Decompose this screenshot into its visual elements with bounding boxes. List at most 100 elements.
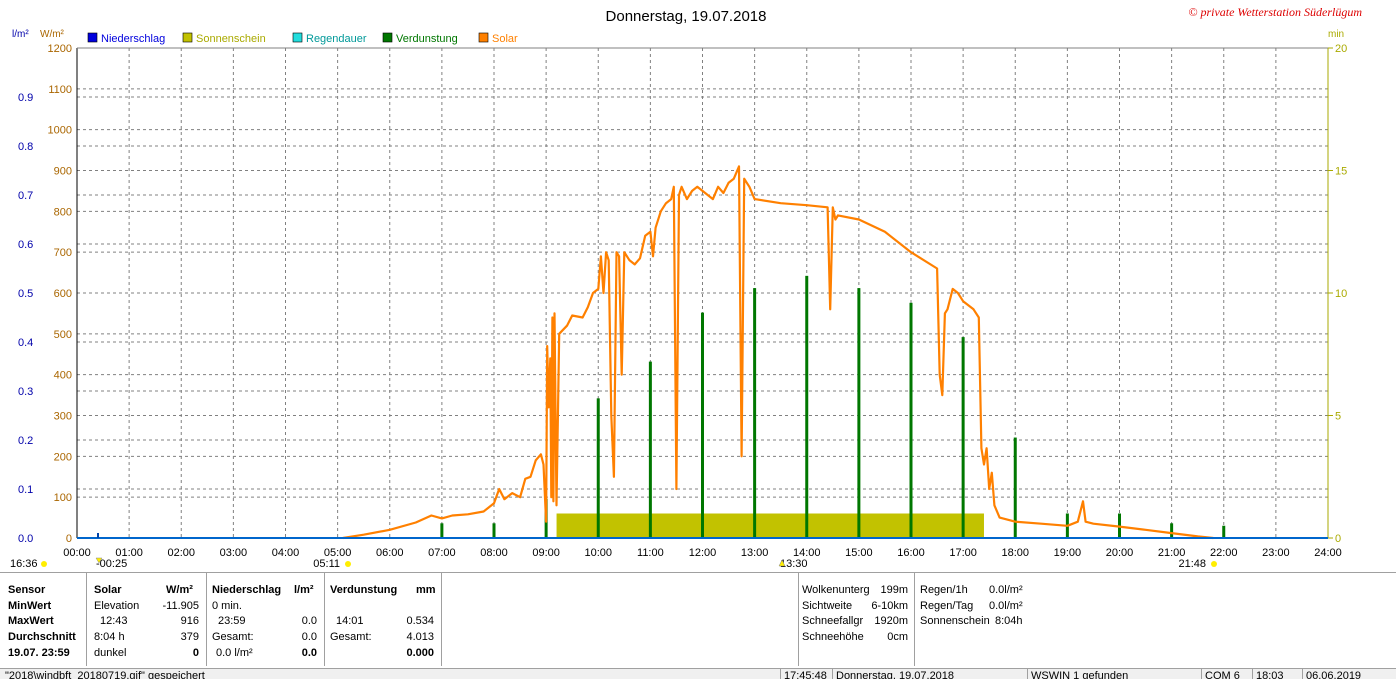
y-right-tick-label: 5 xyxy=(1335,411,1341,423)
y-outer-tick-label: 0.7 xyxy=(18,190,33,202)
verdunstung-bar xyxy=(1170,523,1174,538)
y-inner-tick-label: 1000 xyxy=(48,125,72,137)
rain-value: 8:04h xyxy=(995,615,1023,627)
separator xyxy=(798,572,799,666)
niederschlag-value: 0.0 xyxy=(301,615,317,627)
y-right-tick-label: 0 xyxy=(1335,533,1341,545)
y-inner-tick-label: 100 xyxy=(54,492,72,504)
chart: 00:00 01:00 02:00 03:00 04:00 05:00 06:00 07:00… xyxy=(10,5,1362,570)
solar-cell: 12:43 xyxy=(100,615,128,627)
verdunstung-unit: mm xyxy=(416,584,436,596)
y-outer-tick-label: 0.9 xyxy=(18,92,33,104)
niederschlag-unit: l/m² xyxy=(294,584,314,596)
marker-min-arrow xyxy=(95,557,103,564)
marker-noon: 13:30 xyxy=(780,558,808,570)
sonnenschein-bar xyxy=(556,513,984,538)
verdunstung-bar xyxy=(1013,437,1017,538)
y-right-tick-label: 20 xyxy=(1335,43,1347,55)
marker-left: 16:36 xyxy=(10,558,38,570)
y-inner-tick-label: 500 xyxy=(54,329,72,341)
stats-panel xyxy=(0,572,1396,669)
copyright-text: © private Wetterstation Süderlügum xyxy=(1188,5,1362,19)
niederschlag-header: Niederschlag xyxy=(212,584,282,596)
row-label: MaxWert xyxy=(8,615,54,627)
legend-label: Solar xyxy=(492,33,518,45)
y-inner-tick-label: 1200 xyxy=(48,43,72,55)
y-inner-tick-label: 600 xyxy=(54,288,72,300)
solar-value: -11.905 xyxy=(162,600,200,612)
sensor-header: Sensor xyxy=(8,584,46,596)
x-tick-label: 20:00 xyxy=(1106,547,1134,559)
y-inner-tick-label: 1100 xyxy=(48,84,72,96)
y-inner-tick-label: 900 xyxy=(54,166,72,178)
legend-label: Niederschlag xyxy=(101,33,165,45)
weather-value: 1920m xyxy=(874,615,908,627)
x-tick-label: 21:00 xyxy=(1158,547,1186,559)
legend-swatch xyxy=(182,32,193,43)
solar-value: 916 xyxy=(180,615,199,627)
y-outer-tick-label: 0.5 xyxy=(18,288,33,300)
sonnenschein-series xyxy=(556,513,984,538)
marker-left-dot xyxy=(41,561,47,567)
rain-label: Regen/1h xyxy=(920,584,968,596)
legend-swatch xyxy=(87,32,98,43)
x-tick-label: 06:00 xyxy=(376,547,404,559)
y-right-tick-label: 10 xyxy=(1335,288,1347,300)
y-inner-tick-label: 0 xyxy=(66,533,72,545)
solar-cell: dunkel xyxy=(94,647,127,659)
rain-value: 0.0l/m² xyxy=(989,584,1023,596)
y-outer-tick-label: 0.1 xyxy=(18,484,33,496)
status-time: 17:45:48 xyxy=(780,669,832,679)
weather-label: Schneefallgr xyxy=(802,615,864,627)
status-bar: "2018\windbft_20180719.gif" gespeichert … xyxy=(0,668,1396,679)
x-tick-label: 16:00 xyxy=(897,547,925,559)
verdunstung-bar xyxy=(805,275,809,538)
x-tick-label: 13:00 xyxy=(741,547,769,559)
time-markers: 16:36 05:11 21:48 -00:25 13:30 xyxy=(10,533,1217,570)
legend-swatch xyxy=(478,32,489,43)
weather-value: 6-10km xyxy=(871,600,908,612)
status-com: COM 6 xyxy=(1201,669,1245,679)
verdunstung-bar xyxy=(1222,525,1226,538)
x-tick-label: 05:00 xyxy=(324,547,352,559)
separator xyxy=(86,572,87,666)
marker-min: -00:25 xyxy=(96,558,127,570)
niederschlag-cell: 23:59 xyxy=(218,615,246,627)
verdunstung-bar xyxy=(492,523,496,538)
x-tick-label: 18:00 xyxy=(1001,547,1029,559)
marker-sunset: 21:48 xyxy=(1178,558,1206,570)
separator xyxy=(324,572,325,666)
verdunstung-bar xyxy=(961,337,965,538)
legend-swatch xyxy=(292,32,303,43)
x-tick-label: 17:00 xyxy=(949,547,977,559)
y-outer-tick-label: 0.3 xyxy=(18,386,33,398)
row-label: Durchschnitt xyxy=(8,631,76,643)
chart-title: Donnerstag, 19.07.2018 xyxy=(606,8,767,25)
x-tick-label: 11:00 xyxy=(637,547,664,559)
solar-value: 379 xyxy=(180,631,199,643)
verdunstung-bar xyxy=(440,523,444,538)
legend-swatch xyxy=(382,32,393,43)
niederschlag-value: 0.0 xyxy=(301,647,317,659)
x-tick-label: 15:00 xyxy=(845,547,873,559)
x-tick-label: 12:00 xyxy=(689,547,717,559)
y-inner-tick-label: 300 xyxy=(54,411,72,423)
marker-sunrise: 05:11 xyxy=(313,558,340,570)
x-tick-label: 09:00 xyxy=(532,547,560,559)
weather-label: Schneehöhe xyxy=(802,631,864,643)
separator xyxy=(914,572,915,666)
axis-unit-right: min xyxy=(1328,29,1344,40)
solar-cell: Elevation xyxy=(94,600,140,612)
verdunstung-header: Verdunstung xyxy=(330,584,398,596)
weather-value: 0cm xyxy=(887,631,908,643)
weather-label: Sichtweite xyxy=(802,600,853,612)
status-today: 06.06.2019 xyxy=(1302,669,1396,679)
axis-unit-left-inner: W/m² xyxy=(40,29,65,40)
verdunstung-bar xyxy=(648,361,652,538)
status-date: Donnerstag, 19.07.2018 xyxy=(832,669,1026,679)
x-tick-label: 04:00 xyxy=(272,547,300,559)
x-tick-label: 08:00 xyxy=(480,547,508,559)
solar-line xyxy=(342,165,1214,540)
niederschlag-cell: 0 min. xyxy=(212,600,242,612)
niederschlag-cell: 0.0 l/m² xyxy=(216,647,253,659)
